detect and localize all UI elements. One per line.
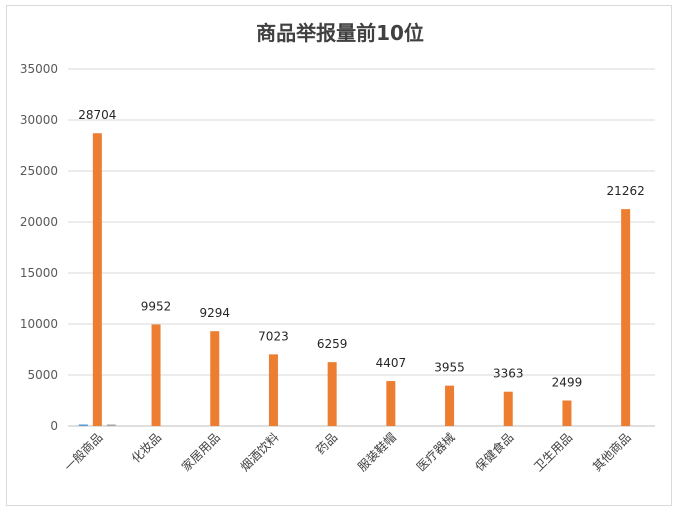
category-label: 服装鞋帽 — [354, 430, 399, 475]
category-label: 一般商品 — [61, 430, 106, 475]
bar — [503, 391, 513, 426]
bar — [445, 385, 455, 426]
data-label: 9294 — [199, 306, 230, 320]
bar — [78, 424, 88, 426]
data-label: 28704 — [78, 108, 116, 122]
bar — [327, 362, 337, 426]
y-tick-label: 10000 — [20, 317, 58, 331]
y-tick-label: 35000 — [20, 62, 58, 76]
bar — [106, 424, 116, 426]
data-label: 2499 — [552, 376, 583, 390]
bar — [210, 331, 220, 426]
y-tick-label: 0 — [50, 419, 58, 433]
data-label: 9952 — [141, 299, 172, 313]
data-label: 7023 — [258, 329, 289, 343]
chart-title: 商品举报量前10位 — [256, 21, 424, 45]
y-tick-label: 30000 — [20, 113, 58, 127]
bar — [621, 209, 631, 426]
y-tick-label: 25000 — [20, 164, 58, 178]
bar — [386, 381, 396, 426]
y-tick-label: 5000 — [27, 368, 58, 382]
bar — [151, 324, 161, 426]
bar — [268, 354, 278, 426]
category-label: 保健食品 — [472, 430, 517, 475]
category-label: 家居用品 — [178, 430, 223, 475]
category-label: 其他商品 — [589, 430, 634, 475]
bar — [562, 400, 572, 426]
category-label: 药品 — [313, 430, 340, 457]
data-label: 6259 — [317, 337, 348, 351]
chart-frame — [6, 5, 672, 506]
category-label: 卫生用品 — [531, 430, 575, 474]
bar — [92, 133, 102, 427]
y-tick-label: 20000 — [20, 215, 58, 229]
data-label: 3955 — [434, 361, 465, 375]
data-label: 21262 — [607, 184, 645, 198]
data-label: 4407 — [376, 356, 407, 370]
category-label: 化妆品 — [129, 430, 164, 465]
category-label: 医疗器械 — [413, 430, 458, 475]
y-tick-label: 15000 — [20, 266, 58, 280]
data-label: 3363 — [493, 367, 524, 381]
category-label: 烟酒饮料 — [238, 430, 282, 474]
